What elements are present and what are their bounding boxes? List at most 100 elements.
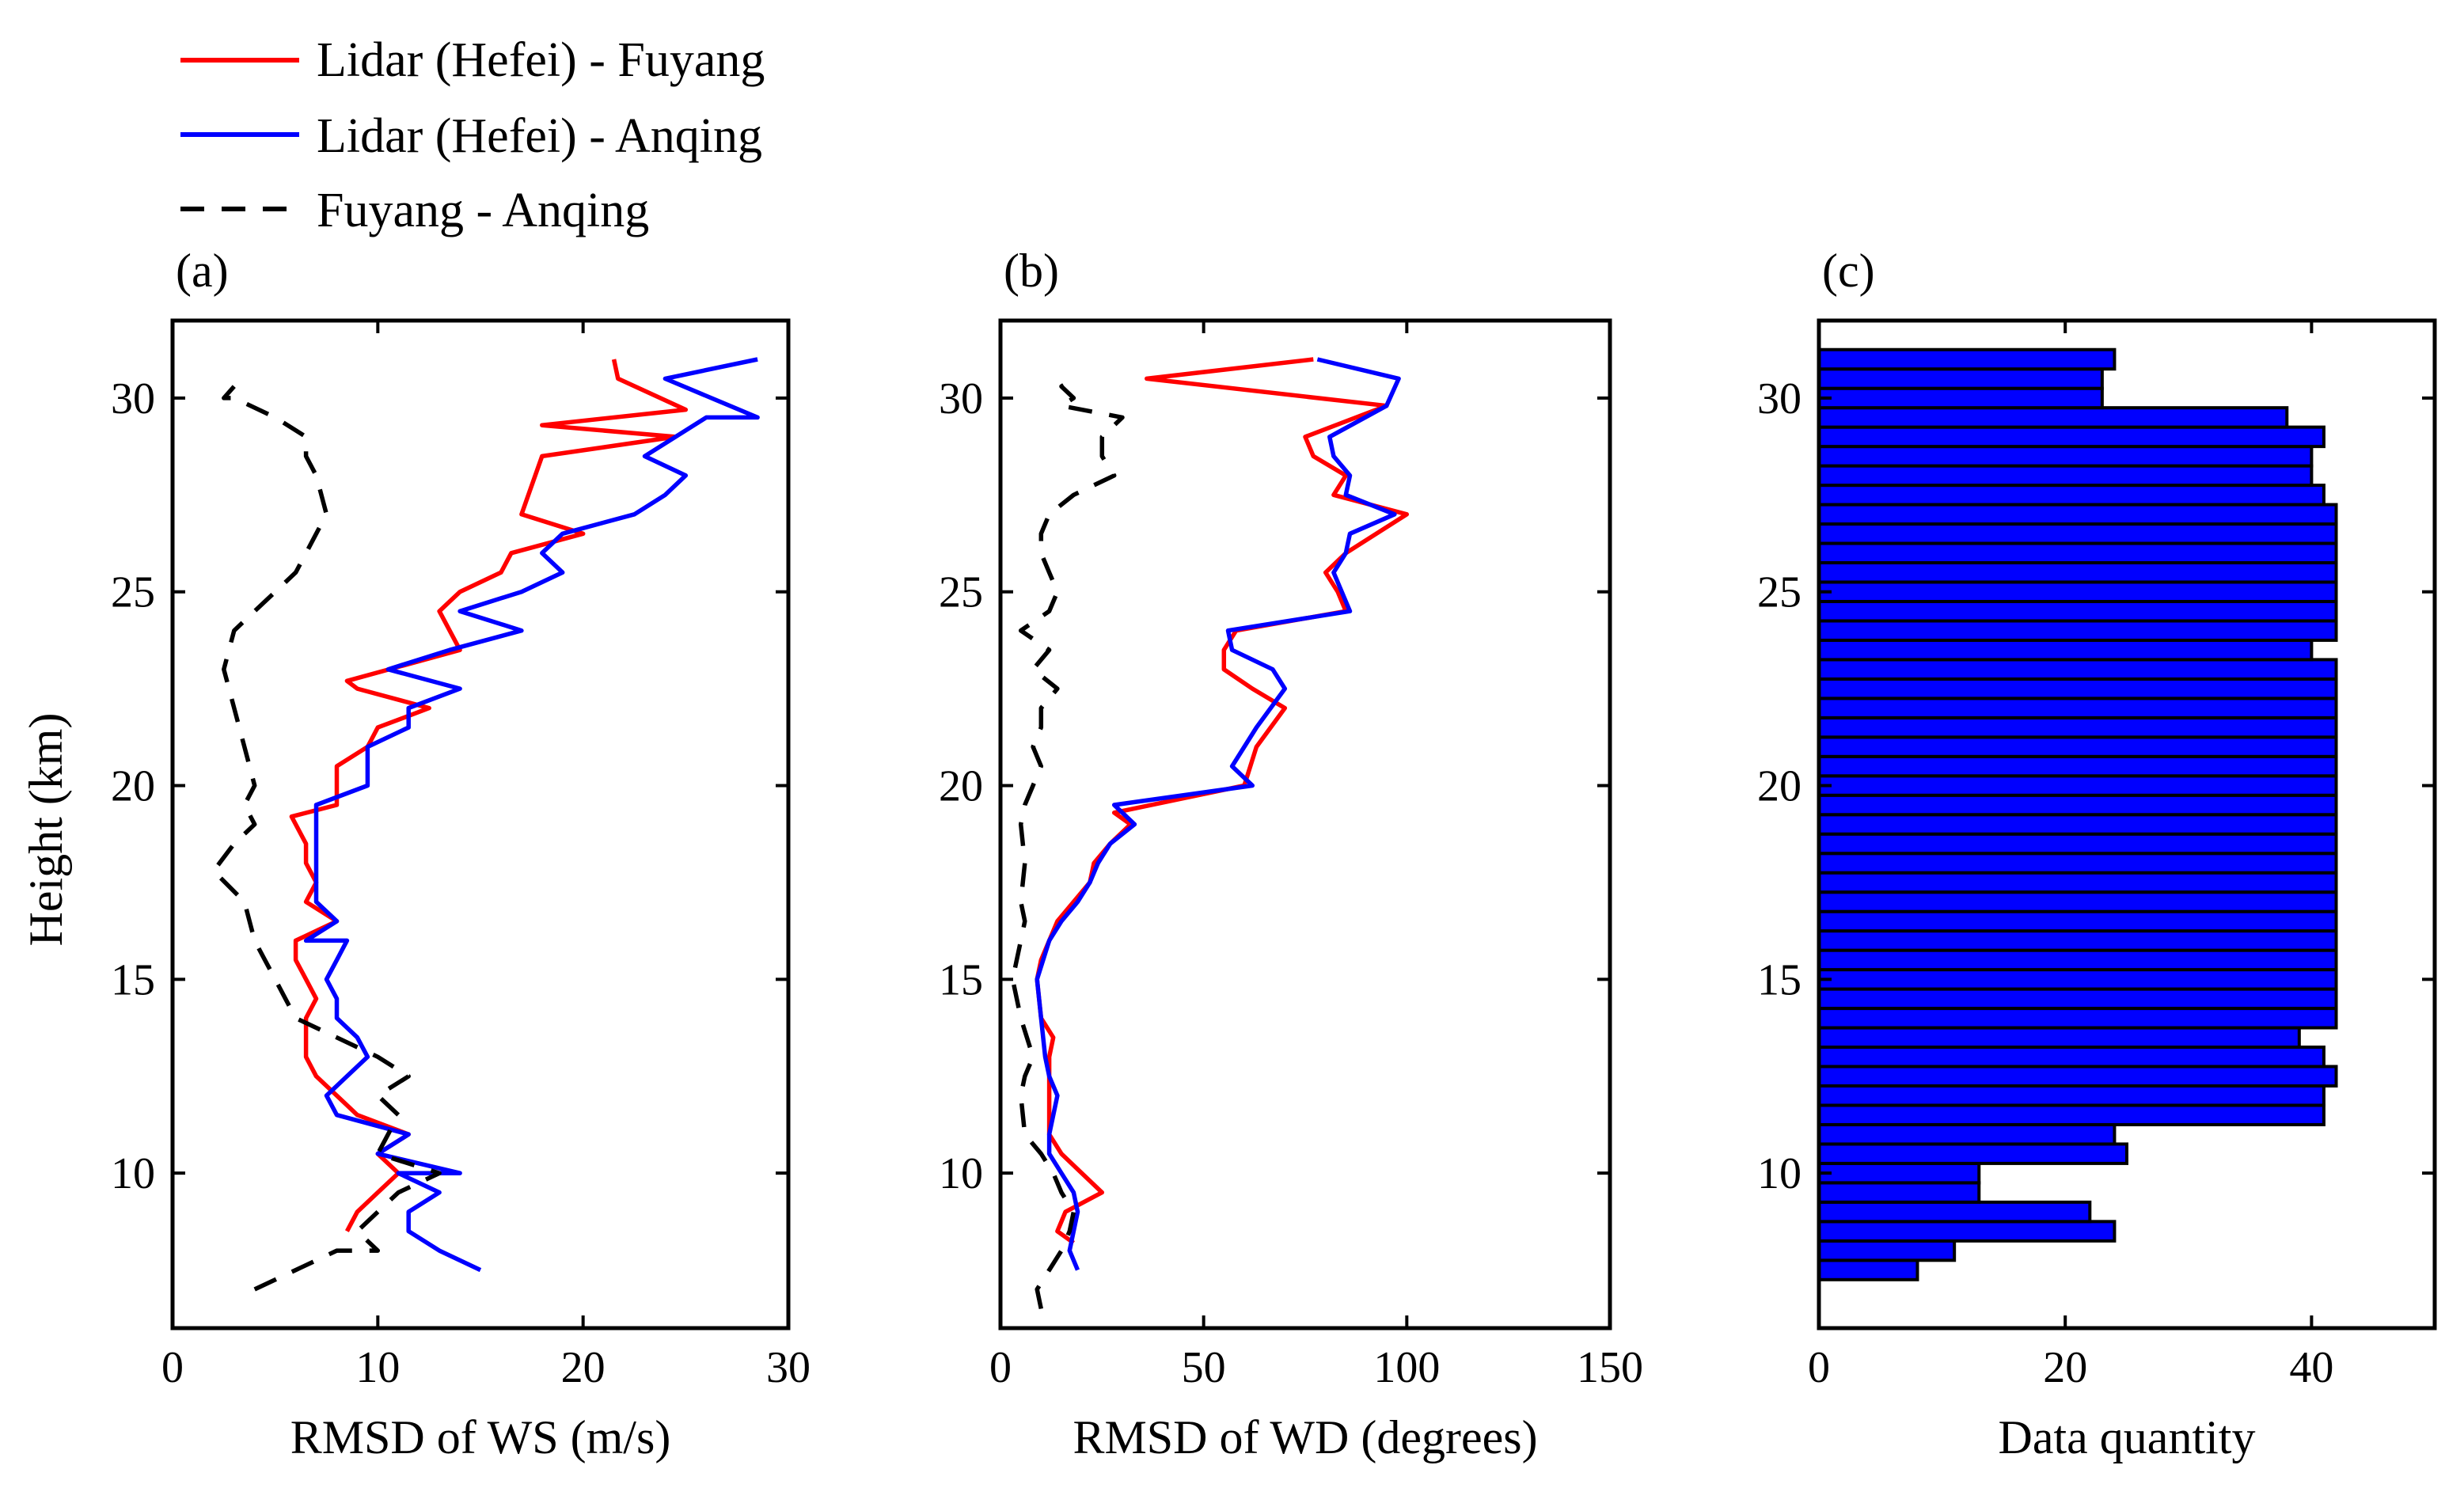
- x-tick-label: 20: [2043, 1343, 2087, 1392]
- panel-a-frame: [170, 318, 791, 1330]
- bar: [1817, 1065, 2338, 1088]
- y-tick-label: 25: [1757, 568, 1801, 617]
- bar: [1817, 987, 2338, 1011]
- bar: [1817, 909, 2338, 933]
- panel-b-series: [1010, 357, 1410, 1310]
- y-tick-label: 20: [939, 762, 983, 811]
- bar: [1817, 445, 2314, 468]
- panel-c-x-axis-title: Data quantity: [1999, 1411, 2256, 1463]
- bar: [1817, 1181, 1981, 1204]
- bar: [1817, 1161, 1981, 1185]
- panel-a-x-axis-title: RMSD of WS (m/s): [290, 1411, 671, 1463]
- y-tick-label: 25: [939, 568, 983, 617]
- x-tick-label: 20: [561, 1343, 606, 1392]
- bar: [1817, 774, 2338, 797]
- x-tick-label: 30: [766, 1343, 811, 1392]
- panel-c-bars: [1817, 347, 2338, 1281]
- bar: [1817, 541, 2338, 565]
- bar: [1817, 425, 2325, 449]
- y-tick-label: 30: [111, 374, 155, 423]
- legend-label-anqing: Lidar (Hefei) - Anqing: [317, 109, 762, 163]
- bar: [1817, 638, 2314, 662]
- y-tick-label: 25: [111, 568, 155, 617]
- bar: [1817, 619, 2338, 642]
- bar: [1817, 1239, 1957, 1262]
- bar: [1817, 1103, 2325, 1126]
- bar: [1817, 1122, 2117, 1146]
- legend-label-fuyang-anqing: Fuyang - Anqing: [317, 184, 649, 237]
- series-line-lidar-hefei-anqing: [1035, 357, 1401, 1271]
- y-tick-label: 30: [939, 374, 983, 423]
- panel-a-ticks: 10 15 20 25 30 0 10 20 30: [111, 321, 811, 1392]
- panel-a-series: [211, 357, 760, 1292]
- y-tick-label: 15: [111, 955, 155, 1004]
- y-tick-label: 30: [1757, 374, 1801, 423]
- x-tick-label: 150: [1577, 1343, 1643, 1392]
- legend-label-fuyang: Lidar (Hefei) - Fuyang: [317, 33, 765, 87]
- x-tick-label: 0: [1808, 1343, 1830, 1392]
- y-tick-label: 20: [111, 762, 155, 811]
- panel-c-ticks: 10 15 20 25 30 0 20 40: [1757, 321, 2435, 1392]
- panel-c: (c) 10 15 20 25 30 0 20 40 Data quantity: [1757, 245, 2437, 1463]
- bar: [1817, 367, 2104, 390]
- bar: [1817, 484, 2325, 507]
- bar: [1817, 1084, 2325, 1107]
- panel-b-frame: [998, 318, 1612, 1330]
- y-tick-label: 10: [111, 1149, 155, 1198]
- bar: [1817, 793, 2338, 817]
- y-tick-label: 15: [939, 955, 983, 1004]
- panel-a: (a) Height (km) 10 15 20 25 30 0 10 20 30 RMSD o…: [20, 245, 811, 1463]
- bar: [1817, 929, 2338, 952]
- x-tick-label: 50: [1182, 1343, 1226, 1392]
- bar: [1817, 406, 2289, 429]
- bar: [1817, 716, 2338, 739]
- series-line-lidar-hefei-anqing: [303, 357, 760, 1273]
- y-tick-label: 10: [939, 1149, 983, 1198]
- y-tick-label: 20: [1757, 762, 1801, 811]
- y-tick-label: 15: [1757, 955, 1801, 1004]
- bar: [1817, 1200, 2092, 1224]
- panel-a-label: (a): [176, 245, 229, 297]
- legend: Lidar (Hefei) - Fuyang Lidar (Hefei) - A…: [180, 33, 765, 237]
- panel-b-x-axis-title: RMSD of WD (degrees): [1073, 1411, 1537, 1463]
- panel-b-label: (b): [1004, 245, 1059, 297]
- panel-b-ticks: 10 15 20 25 30 0 50 100 150: [939, 321, 1643, 1392]
- bar: [1817, 522, 2338, 545]
- bar: [1817, 1220, 2117, 1243]
- bar: [1817, 832, 2338, 856]
- x-tick-label: 10: [355, 1343, 400, 1392]
- bar: [1817, 561, 2338, 584]
- series-line-lidar-hefei-fuyang: [1035, 357, 1410, 1245]
- x-tick-label: 0: [989, 1343, 1012, 1392]
- bar: [1817, 347, 2117, 371]
- bar: [1817, 1007, 2338, 1030]
- series-line-fuyang-anqing: [211, 385, 442, 1292]
- bar: [1817, 658, 2338, 681]
- bar: [1817, 1026, 2301, 1050]
- bar: [1817, 968, 2338, 991]
- bar: [1817, 1142, 2128, 1165]
- bar: [1817, 890, 2338, 913]
- bar: [1817, 464, 2314, 488]
- panel-b: (b) 10 15 20 25 30 0 50 100 150 RMSD of WD (degr…: [939, 245, 1643, 1463]
- bar: [1817, 735, 2338, 758]
- series-line-fuyang-anqing: [1010, 377, 1125, 1310]
- panel-c-frame: [1817, 318, 2437, 1330]
- bar: [1817, 813, 2338, 836]
- bar: [1817, 1046, 2325, 1069]
- x-tick-label: 0: [161, 1343, 184, 1392]
- y-axis-title: Height (km): [20, 713, 72, 947]
- bar: [1817, 599, 2338, 623]
- bar: [1817, 386, 2104, 410]
- bar: [1817, 871, 2338, 894]
- bar: [1817, 697, 2338, 719]
- x-tick-label: 100: [1373, 1343, 1440, 1392]
- bar: [1817, 503, 2338, 526]
- bar: [1817, 852, 2338, 875]
- bar: [1817, 948, 2338, 972]
- y-tick-label: 10: [1757, 1149, 1801, 1198]
- series-line-lidar-hefei-fuyang: [289, 359, 689, 1232]
- x-tick-label: 40: [2289, 1343, 2333, 1392]
- bar: [1817, 677, 2338, 700]
